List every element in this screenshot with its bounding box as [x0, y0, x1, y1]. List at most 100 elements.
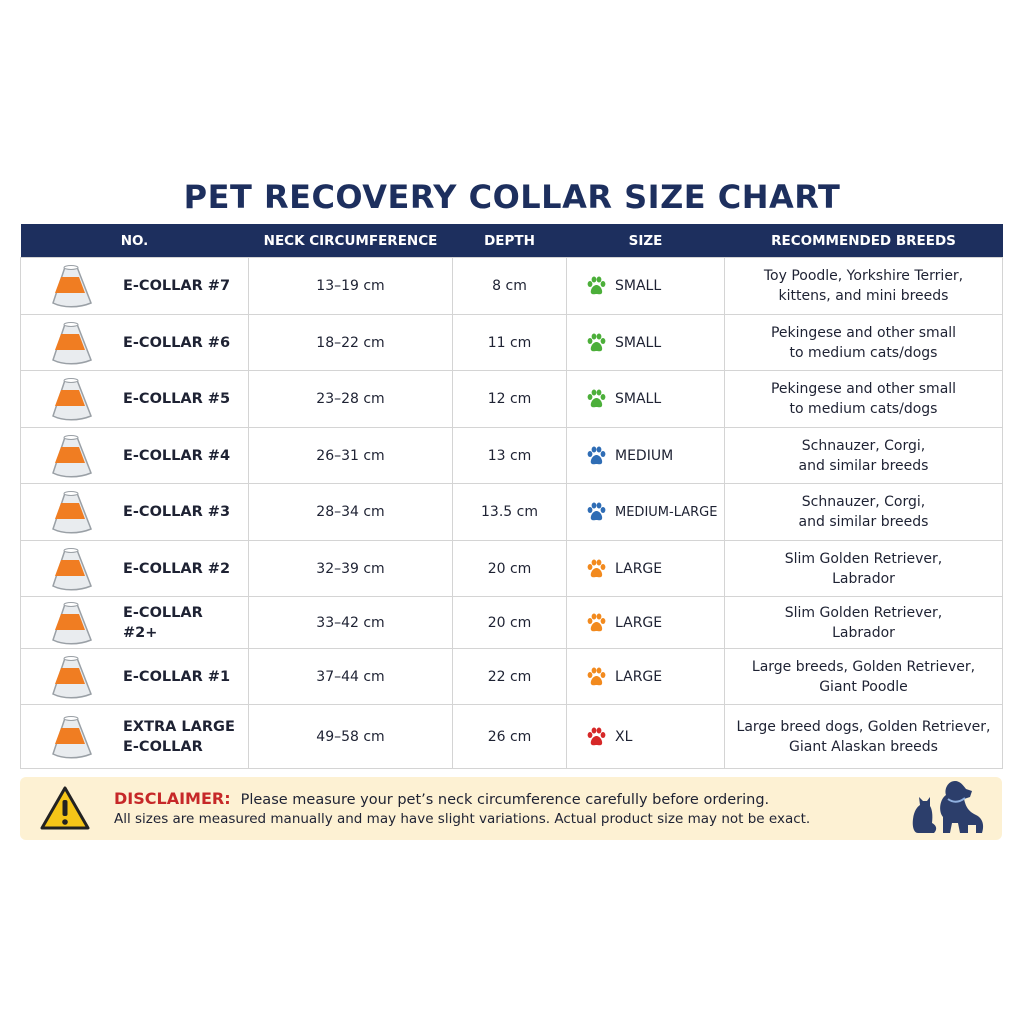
paw-icon [587, 559, 606, 577]
table-row: E-COLLAR #7 13–19 cm 8 cm SMALL Toy Poodle, … [20, 257, 1003, 315]
breeds-cell: Schnauzer, Corgi, and similar breeds [724, 427, 1003, 484]
paw-toe [600, 281, 606, 287]
size-cell: LARGE [566, 596, 725, 649]
disclaimer: DISCLAIMER: Please measure your pet’s nec… [20, 777, 1002, 840]
name-cell: E-COLLAR #5 [20, 370, 249, 428]
paw-toe [596, 727, 602, 733]
paw-toe [587, 731, 593, 738]
paw-icon [587, 502, 606, 521]
size-label: LARGE [615, 560, 663, 577]
paw-toe [591, 502, 597, 509]
header-cell: NO. [20, 224, 249, 258]
collar-name: E-COLLAR #2+ [123, 604, 203, 641]
collar-icon [52, 265, 92, 308]
breed-line: kittens, and mini breeds [778, 288, 949, 304]
size-cell: SMALL [566, 370, 725, 428]
table-row: E-COLLAR #2 32–39 cm 20 cm LARGE Slim Golden… [20, 540, 1003, 597]
cone-rim [63, 655, 79, 661]
neck-cell: 23–28 cm [248, 370, 453, 428]
header-cell: DEPTH [452, 224, 567, 258]
paw-toe [591, 667, 597, 673]
paw-pad [590, 285, 603, 295]
size-cell: LARGE [566, 540, 725, 597]
breed-line: Schnauzer, Corgi, [801, 494, 926, 510]
collar-name: E-COLLAR #1 [123, 668, 231, 685]
depth-cell: 22 cm [452, 648, 567, 705]
paw-toe [600, 394, 606, 400]
name-cell: E-COLLAR #2+ [20, 596, 249, 649]
breeds-cell: Toy Poodle, Yorkshire Terrier, kittens, a… [724, 257, 1003, 315]
name-wrap: E-COLLAR #2 [21, 546, 248, 592]
header-cell: SIZE [566, 224, 725, 258]
collar-icon [52, 378, 92, 421]
depth-cell: 20 cm [452, 596, 567, 649]
collar-name: E-COLLAR #3 [123, 504, 231, 520]
breeds-cell: Slim Golden Retriever, Labrador [724, 540, 1003, 597]
header-row: NO. NECK CIRCUMFERENCE DEPTH SIZE RECOMMENDE… [20, 224, 1003, 258]
paw-icon [587, 446, 606, 464]
depth-cell: 8 cm [452, 257, 567, 315]
paw-pad [590, 621, 603, 631]
name-wrap: E-COLLAR #5 [21, 376, 248, 422]
size-label: MEDIUM [615, 447, 674, 464]
name-wrap: E-COLLAR #3 [21, 489, 248, 535]
title: PET RECOVERY COLLAR SIZE CHART [183, 178, 841, 216]
paw-pad [590, 567, 603, 577]
paw-icon [587, 667, 606, 685]
disclaimer-text: All sizes are measured manually and may … [114, 811, 811, 827]
depth-cell: 11 cm [452, 314, 567, 371]
size-label: XL [615, 728, 633, 745]
paw-icon [587, 727, 606, 745]
size-table: NO. NECK CIRCUMFERENCE DEPTH SIZE RECOMMENDE… [20, 224, 1003, 769]
paw-toe [591, 446, 597, 452]
size-cell: MEDIUM [566, 427, 725, 484]
collar-icon [52, 601, 92, 644]
collar-name: EXTRA LARGE E-COLLAR [123, 718, 235, 755]
header-cell: RECOMMENDED BREEDS [724, 224, 1003, 258]
breed-line: Pekingese and other small [770, 381, 957, 397]
size-cell: SMALL [566, 314, 725, 371]
size-wrap: LARGE [567, 666, 724, 688]
name-cell: EXTRA LARGE E-COLLAR [20, 704, 249, 769]
collar-icon [52, 434, 92, 477]
size-label: LARGE [615, 614, 663, 631]
breed-line: Labrador [832, 570, 895, 587]
paw-toe [596, 333, 602, 339]
breeds-cell: Schnauzer, Corgi, and similar breeds [724, 483, 1003, 541]
table-row: E-COLLAR #2+ 33–42 cm 20 cm LARGE Slim Golde… [20, 596, 1003, 649]
cone-rim [63, 265, 79, 270]
name-wrap: E-COLLAR #2+ [21, 600, 248, 646]
depth-cell: 13 cm [452, 427, 567, 484]
size-wrap: XL [567, 726, 724, 748]
neck-cell: 13–19 cm [248, 257, 453, 315]
breed-line: Giant Alaskan breeds [789, 738, 938, 755]
breed-line: Toy Poodle, Yorkshire Terrier, [763, 268, 964, 284]
table-row: E-COLLAR #6 18–22 cm 11 cm SMALL Pekingese a… [20, 314, 1003, 371]
cone-band [55, 559, 85, 576]
breed-line: Slim Golden Retriever, [784, 604, 943, 621]
paw-pad [590, 341, 603, 351]
cone-band [55, 446, 85, 463]
cone-rim [63, 601, 79, 607]
warning-icon [40, 786, 90, 830]
cone-rim [63, 434, 79, 440]
size-wrap: SMALL [567, 275, 724, 297]
cone-rim [63, 491, 79, 496]
table-row: EXTRA LARGE E-COLLAR 49–58 cm 26 cm XL Large… [20, 704, 1003, 769]
paw-icon [587, 613, 606, 631]
collar-icon [52, 655, 92, 698]
pets-icon [912, 781, 984, 833]
breed-line: and similar breeds [798, 457, 929, 474]
breed-line: to medium cats/dogs [789, 401, 938, 417]
breed-line: Labrador [832, 624, 895, 641]
collar-icon [52, 547, 92, 590]
paw-toe [591, 276, 597, 283]
collar-name: E-COLLAR #7 [123, 278, 231, 294]
depth-cell: 12 cm [452, 370, 567, 428]
disclaimer-text: Please measure your pet’s neck circumfer… [240, 792, 770, 808]
breeds-cell: Large breed dogs, Golden Retriever, Giant… [724, 704, 1003, 769]
paw-toe [591, 559, 597, 565]
collar-name: E-COLLAR #6 [123, 334, 231, 351]
depth-cell: 20 cm [452, 540, 567, 597]
paw-icon [587, 389, 606, 408]
